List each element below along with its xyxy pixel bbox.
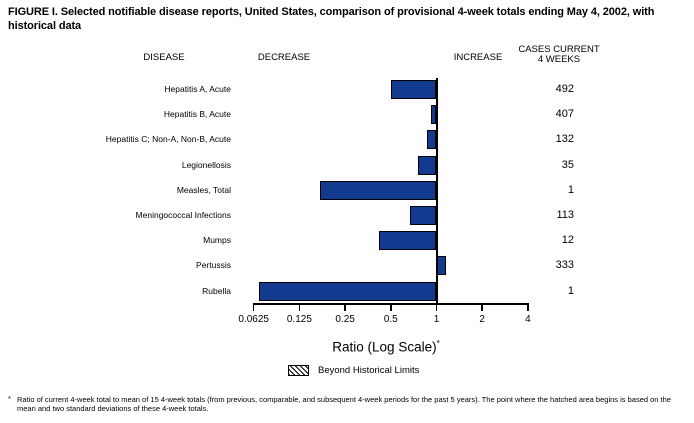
- x-axis-title: Ratio (Log Scale)*: [332, 339, 440, 355]
- column-header-cases-line1: CASES CURRENT: [518, 44, 600, 55]
- axis-title-asterisk: *: [436, 339, 440, 348]
- ratio-bar: [390, 80, 437, 99]
- ratio-bar: [418, 155, 437, 175]
- cases-value: 492: [555, 83, 574, 95]
- x-axis-tick-label: 2: [479, 314, 485, 325]
- column-header-increase: INCREASE: [453, 52, 503, 63]
- footnote-marker: *: [8, 394, 11, 403]
- legend-label: Beyond Historical Limits: [318, 365, 420, 376]
- cases-value: 113: [556, 209, 574, 221]
- disease-label: Hepatitis C; Non-A, Non-B, Acute: [105, 134, 231, 145]
- x-axis-tick-label: 0.25: [335, 314, 355, 325]
- ratio-bar: [379, 231, 437, 251]
- x-axis-tick: [435, 303, 438, 311]
- disease-label: Measles, Total: [176, 184, 231, 195]
- ratio-bar: [319, 180, 437, 200]
- disease-label: Rubella: [202, 285, 231, 296]
- x-axis-tick: [344, 303, 346, 311]
- cases-value: 132: [555, 133, 574, 146]
- column-header-decrease: DECREASE: [257, 52, 311, 63]
- footnote: * Ratio of current 4-week total to mean …: [8, 394, 690, 413]
- cases-value: 407: [555, 108, 574, 121]
- ratio-bar: [410, 206, 437, 225]
- footnote-text: Ratio of current 4-week total to mean of…: [17, 395, 671, 413]
- ratio-bar: [259, 281, 437, 301]
- x-axis-tick: [252, 303, 255, 311]
- column-header-disease: DISEASE: [143, 52, 185, 63]
- cases-value: 333: [555, 259, 574, 272]
- x-axis-tick-label: 0.5: [383, 314, 398, 325]
- disease-label: Legionellosis: [181, 159, 231, 170]
- x-axis-tick: [481, 303, 483, 311]
- x-axis-tick-label: 4: [525, 314, 531, 325]
- ratio-bar: [436, 256, 447, 276]
- figure-title: FIGURE I. Selected notifiable disease re…: [8, 6, 655, 32]
- x-axis-tick: [390, 303, 392, 311]
- disease-label: Meningococcal Infections: [135, 210, 231, 220]
- x-axis-tick: [527, 303, 529, 311]
- x-axis-tick-label: 0.0625: [238, 314, 269, 325]
- hatched-swatch-icon: [288, 365, 309, 376]
- column-header-cases: CASES CURRENT 4 WEEKS: [518, 45, 599, 64]
- x-axis-tick-label: 0.125: [286, 314, 312, 325]
- cases-value: 1: [567, 183, 574, 196]
- baseline-ratio-1: [435, 78, 438, 305]
- disease-label: Pertussis: [196, 260, 231, 271]
- disease-label: Hepatitis A, Acute: [164, 84, 231, 94]
- disease-label: Mumps: [203, 235, 231, 246]
- column-header-cases-line2: 4 WEEKS: [537, 53, 581, 65]
- x-axis-tick: [298, 303, 301, 311]
- x-axis-tick-label: 1: [433, 314, 440, 325]
- cases-value: 12: [561, 234, 574, 247]
- cases-value: 1: [567, 284, 574, 297]
- cases-value: 35: [561, 158, 574, 171]
- disease-label: Hepatitis B, Acute: [163, 109, 231, 120]
